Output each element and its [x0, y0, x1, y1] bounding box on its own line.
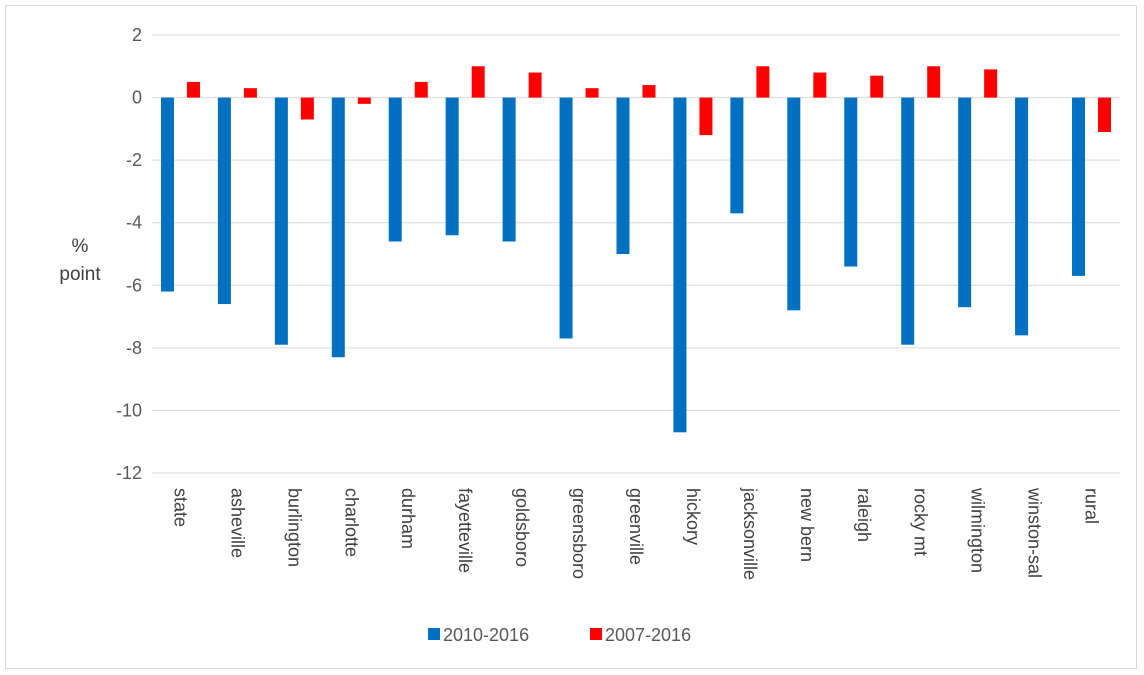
bar-2010-2016-burlington — [274, 97, 288, 345]
x-category-label: charlotte — [341, 488, 361, 557]
bar-2007-2016-greensboro — [585, 88, 599, 98]
y-tick-label: -10 — [116, 400, 142, 420]
bar-2007-2016-durham — [414, 81, 428, 98]
bar-2010-2016-fayetteville — [445, 97, 459, 236]
x-category-label: jacksonville — [740, 487, 760, 580]
x-category-label: rocky mt — [911, 488, 931, 556]
y-tick-label: 2 — [132, 25, 142, 45]
bar-2010-2016-new-bern — [787, 97, 801, 311]
x-category-label: durham — [398, 488, 418, 549]
x-category-label: fayetteville — [455, 488, 475, 573]
y-axis-title-line-1: % — [72, 236, 89, 257]
y-axis-title-line-2: point — [59, 264, 101, 285]
y-axis-ticks: 2 0 -2 -4 -6 -8 -10 -12 — [116, 25, 142, 483]
bar-2010-2016-charlotte — [331, 97, 345, 358]
legend-swatch-2007-2016 — [590, 628, 602, 640]
bar-2007-2016-state — [186, 81, 200, 98]
legend-label-2010-2016: 2010-2016 — [443, 625, 529, 645]
legend-swatch-2010-2016 — [428, 628, 440, 640]
bar-2007-2016-rocky-mt — [927, 66, 941, 98]
x-category-label: greensboro — [569, 488, 589, 579]
y-tick-label: -8 — [126, 338, 142, 358]
x-category-label: winston-sal — [1025, 487, 1045, 578]
bar-2010-2016-goldsboro — [502, 97, 516, 242]
y-tick-label: -2 — [126, 150, 142, 170]
x-axis-categories: state asheville burlington charlotte durham f… — [170, 487, 1101, 580]
bar-2007-2016-raleigh — [870, 75, 884, 98]
x-category-label: new bern — [797, 488, 817, 562]
bar-2007-2016-goldsboro — [528, 72, 542, 98]
bar-2010-2016-wilmington — [958, 97, 972, 308]
y-tick-label: 0 — [132, 88, 142, 108]
bar-2010-2016-greensboro — [559, 97, 573, 339]
bars — [160, 66, 1112, 433]
bar-2010-2016-raleigh — [844, 97, 858, 267]
bar-2007-2016-burlington — [300, 97, 314, 120]
bar-2007-2016-greenville — [642, 85, 656, 98]
x-category-label: rural — [1082, 488, 1102, 524]
x-category-label: greenville — [626, 488, 646, 565]
x-category-label: burlington — [284, 488, 304, 567]
bar-2010-2016-durham — [388, 97, 402, 242]
bar-2010-2016-rural — [1072, 97, 1086, 276]
bar-2010-2016-asheville — [217, 97, 231, 305]
y-tick-label: -6 — [126, 275, 142, 295]
bar-2007-2016-rural — [1098, 97, 1112, 132]
bar-2010-2016-state — [160, 97, 174, 292]
bar-2010-2016-hickory — [673, 97, 687, 433]
x-category-label: wilmington — [968, 487, 988, 573]
bar-2010-2016-rocky-mt — [901, 97, 915, 345]
x-category-label: raleigh — [854, 488, 874, 542]
x-category-label: goldsboro — [512, 488, 532, 567]
gridlines — [152, 34, 1120, 474]
x-category-label: asheville — [227, 488, 247, 558]
legend-label-2007-2016: 2007-2016 — [605, 625, 691, 645]
bar-2007-2016-wilmington — [984, 69, 998, 98]
bar-2010-2016-jacksonville — [730, 97, 744, 214]
bar-2007-2016-hickory — [699, 97, 713, 136]
bar-2007-2016-jacksonville — [756, 66, 770, 98]
bar-2010-2016-greenville — [616, 97, 630, 254]
bar-2007-2016-new-bern — [813, 72, 827, 98]
x-category-label: hickory — [683, 488, 703, 545]
legend: 2010-2016 2007-2016 — [428, 625, 691, 645]
x-category-label: state — [170, 488, 190, 527]
bar-2010-2016-winston-sal — [1015, 97, 1029, 336]
bar-2007-2016-asheville — [243, 88, 257, 98]
y-tick-label: -12 — [116, 463, 142, 483]
y-tick-label: -4 — [126, 213, 142, 233]
bar-2007-2016-charlotte — [357, 97, 371, 104]
bar-2007-2016-fayetteville — [471, 66, 485, 98]
